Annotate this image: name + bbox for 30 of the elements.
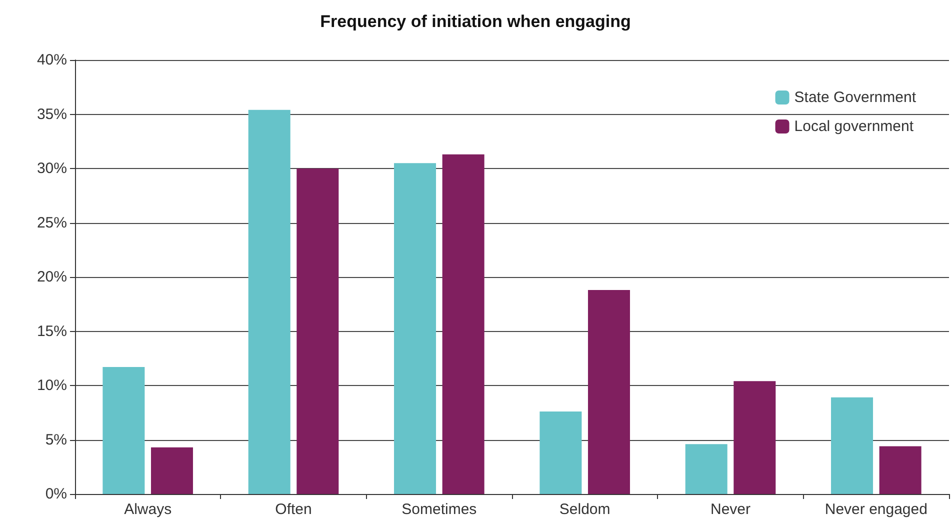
bar [150,447,193,494]
bar [442,154,484,494]
bar [102,367,145,494]
y-tick-label: 0% [45,486,67,502]
chart-title: Frequency of initiation when engaging [320,12,631,31]
x-tick-label: Seldom [559,501,610,518]
y-tick-label: 35% [36,106,67,123]
y-tick-label: 40% [36,52,67,68]
y-tick-label: 5% [45,431,67,448]
bar [685,444,728,494]
legend-label: Local government [794,118,914,135]
legend-label: State Government [794,89,917,106]
bar [831,397,874,494]
bar [734,381,776,494]
y-tick-label: 10% [36,377,67,394]
x-tick-label: Sometimes [402,501,477,518]
x-tick-label: Often [275,501,312,518]
bar [296,168,339,494]
x-tick-label: Never [710,501,751,518]
y-tick-label: 25% [36,214,67,232]
bar [540,412,582,494]
bar [588,290,630,494]
x-tick-label: Always [124,501,172,518]
bar [394,163,436,494]
bar [879,446,922,494]
y-tick-label: 15% [36,322,67,340]
y-tick-label: 30% [36,160,67,177]
x-tick-label: Never engaged [824,501,928,518]
y-tick-label: 20% [36,268,67,286]
bar [248,110,290,494]
